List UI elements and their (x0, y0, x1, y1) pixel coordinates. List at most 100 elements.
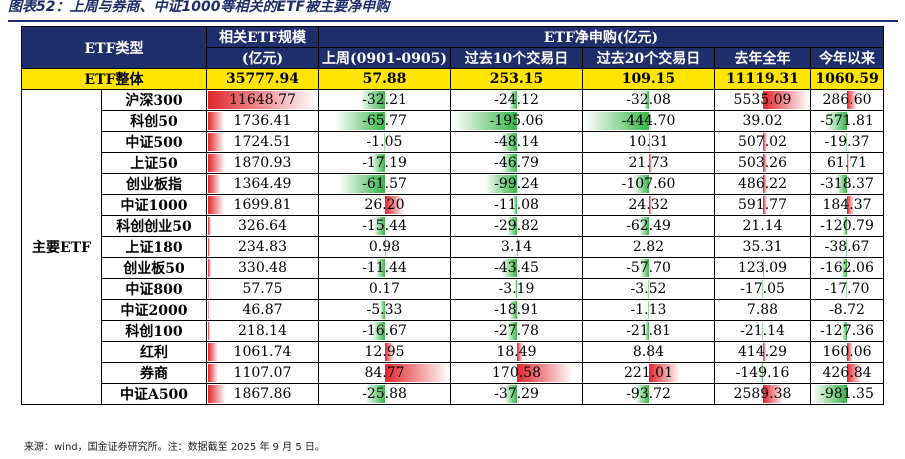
data-bar (371, 322, 385, 340)
etf-name: 科创创业50 (101, 215, 207, 237)
data-bar (841, 259, 848, 277)
value-cell: 35.31 (714, 236, 811, 258)
data-bar (384, 238, 386, 256)
data-bar (762, 259, 764, 277)
data-bar (208, 217, 212, 235)
cell-value: -38.67 (824, 239, 870, 255)
header-net-purchase: ETF净申购(亿元) (317, 26, 885, 48)
etf-name: 科创50 (101, 110, 207, 132)
value-cell: 57.75 (206, 278, 319, 300)
data-bar (383, 133, 385, 151)
data-bar (648, 343, 650, 361)
etf-name: 上证50 (101, 152, 207, 174)
data-bar (334, 112, 385, 130)
cell-value: 1870.93 (233, 155, 292, 171)
data-bar (762, 343, 766, 361)
data-bar (504, 385, 517, 403)
cell-value: 0.98 (368, 239, 401, 255)
data-bar (208, 343, 218, 361)
value-cell: -48.14 (450, 131, 583, 153)
cell-value: 12.95 (364, 344, 405, 360)
header-scale-unit: (亿元) (206, 47, 319, 69)
data-bar (584, 112, 649, 130)
value-cell: -149.16 (714, 362, 811, 384)
header-col-last-week: 上周(0901-0905) (318, 47, 451, 69)
value-cell: -65.77 (318, 110, 451, 132)
value-cell: 1870.93 (206, 152, 319, 174)
header-etf-type: ETF类型 (21, 26, 207, 69)
cell-value: -318.37 (820, 176, 874, 192)
value-cell: -444.70 (582, 110, 715, 132)
data-bar (372, 217, 385, 235)
cell-value: 1107.07 (233, 365, 292, 381)
cell-value: 1699.81 (233, 197, 292, 213)
value-cell: -11.08 (450, 194, 583, 216)
value-cell: -11.44 (318, 257, 451, 279)
data-bar (452, 112, 517, 130)
data-bar (384, 364, 449, 382)
cell-value: -149.16 (735, 365, 790, 381)
header-col-last-year: 去年全年 (714, 47, 811, 69)
cell-value: -11.08 (494, 197, 539, 213)
cell-value: -57.70 (626, 260, 671, 276)
cell-value: 414.29 (738, 344, 787, 360)
cell-value: 221.01 (624, 365, 673, 381)
value-cell: -19.37 (809, 131, 885, 153)
data-bar (371, 154, 385, 172)
table-row: 中证A500 1867.86 -25.88 -37.29 -93.72 2589.38 -9… (22, 383, 885, 405)
data-bar (502, 259, 517, 277)
etf-name: 创业板指 (101, 173, 207, 195)
value-cell: -93.72 (582, 383, 715, 405)
table-row: 创业板指 1364.49 -61.57 -99.24 -107.60 486.22 -318… (22, 173, 885, 195)
value-cell: -1.13 (582, 299, 715, 321)
data-bar (360, 91, 385, 109)
cell-value: 26.20 (364, 197, 405, 213)
value-cell: -162.06 (809, 257, 885, 279)
value-cell: 326.64 (206, 215, 319, 237)
value-cell: 1699.81 (206, 194, 319, 216)
cell-value: -25.88 (362, 386, 407, 402)
value-cell: -99.24 (450, 173, 583, 195)
data-bar (507, 322, 517, 340)
cell-value: 11648.77 (229, 92, 296, 108)
cell-value: 35.31 (742, 239, 783, 255)
total-value: 35777.94 (206, 68, 319, 90)
value-cell: -43.45 (450, 257, 583, 279)
cell-value: 61.71 (826, 155, 868, 171)
header-col-20d: 过去20个交易日 (582, 47, 715, 69)
data-bar (846, 133, 848, 151)
cell-value: -17.05 (740, 281, 785, 297)
cell-value: -21.81 (626, 323, 671, 339)
value-cell: -18.91 (450, 299, 583, 321)
table-row: 中证2000 46.87 -5.33 -18.91 -1.13 7.88 -8.72 (22, 299, 885, 321)
cell-value: -571.81 (820, 113, 874, 129)
value-cell: 8.84 (582, 341, 715, 363)
table-row: 科创创业50 326.64 -15.44 -29.82 -62.49 21.14 -120.… (22, 215, 885, 237)
cell-value: -444.70 (621, 113, 676, 129)
data-bar (516, 238, 518, 256)
cell-value: -43.45 (494, 260, 539, 276)
data-bar (337, 175, 385, 193)
cell-value: 7.88 (746, 302, 779, 318)
data-bar (208, 133, 225, 151)
data-bar (384, 343, 395, 361)
data-bar (375, 259, 385, 277)
value-cell: -3.52 (582, 278, 715, 300)
data-bar (510, 301, 517, 319)
data-bar (846, 280, 848, 298)
data-bar (380, 301, 385, 319)
etf-name: 中证800 (101, 278, 207, 300)
value-cell: -21.81 (582, 320, 715, 342)
cell-value: -120.79 (820, 218, 874, 234)
value-cell: -27.78 (450, 320, 583, 342)
cell-value: 1867.86 (233, 386, 292, 402)
cell-value: -21.14 (740, 323, 785, 339)
total-value: 11119.31 (714, 68, 811, 90)
table-row: 上证180 234.83 0.98 3.14 2.82 35.31 -38.67 (22, 236, 885, 258)
cell-value: -1.05 (366, 134, 403, 150)
data-bar (634, 385, 649, 403)
cell-value: 18.49 (496, 344, 537, 360)
value-cell: 7.88 (714, 299, 811, 321)
cell-value: 123.09 (738, 260, 787, 276)
cell-value: 1736.41 (233, 113, 292, 129)
